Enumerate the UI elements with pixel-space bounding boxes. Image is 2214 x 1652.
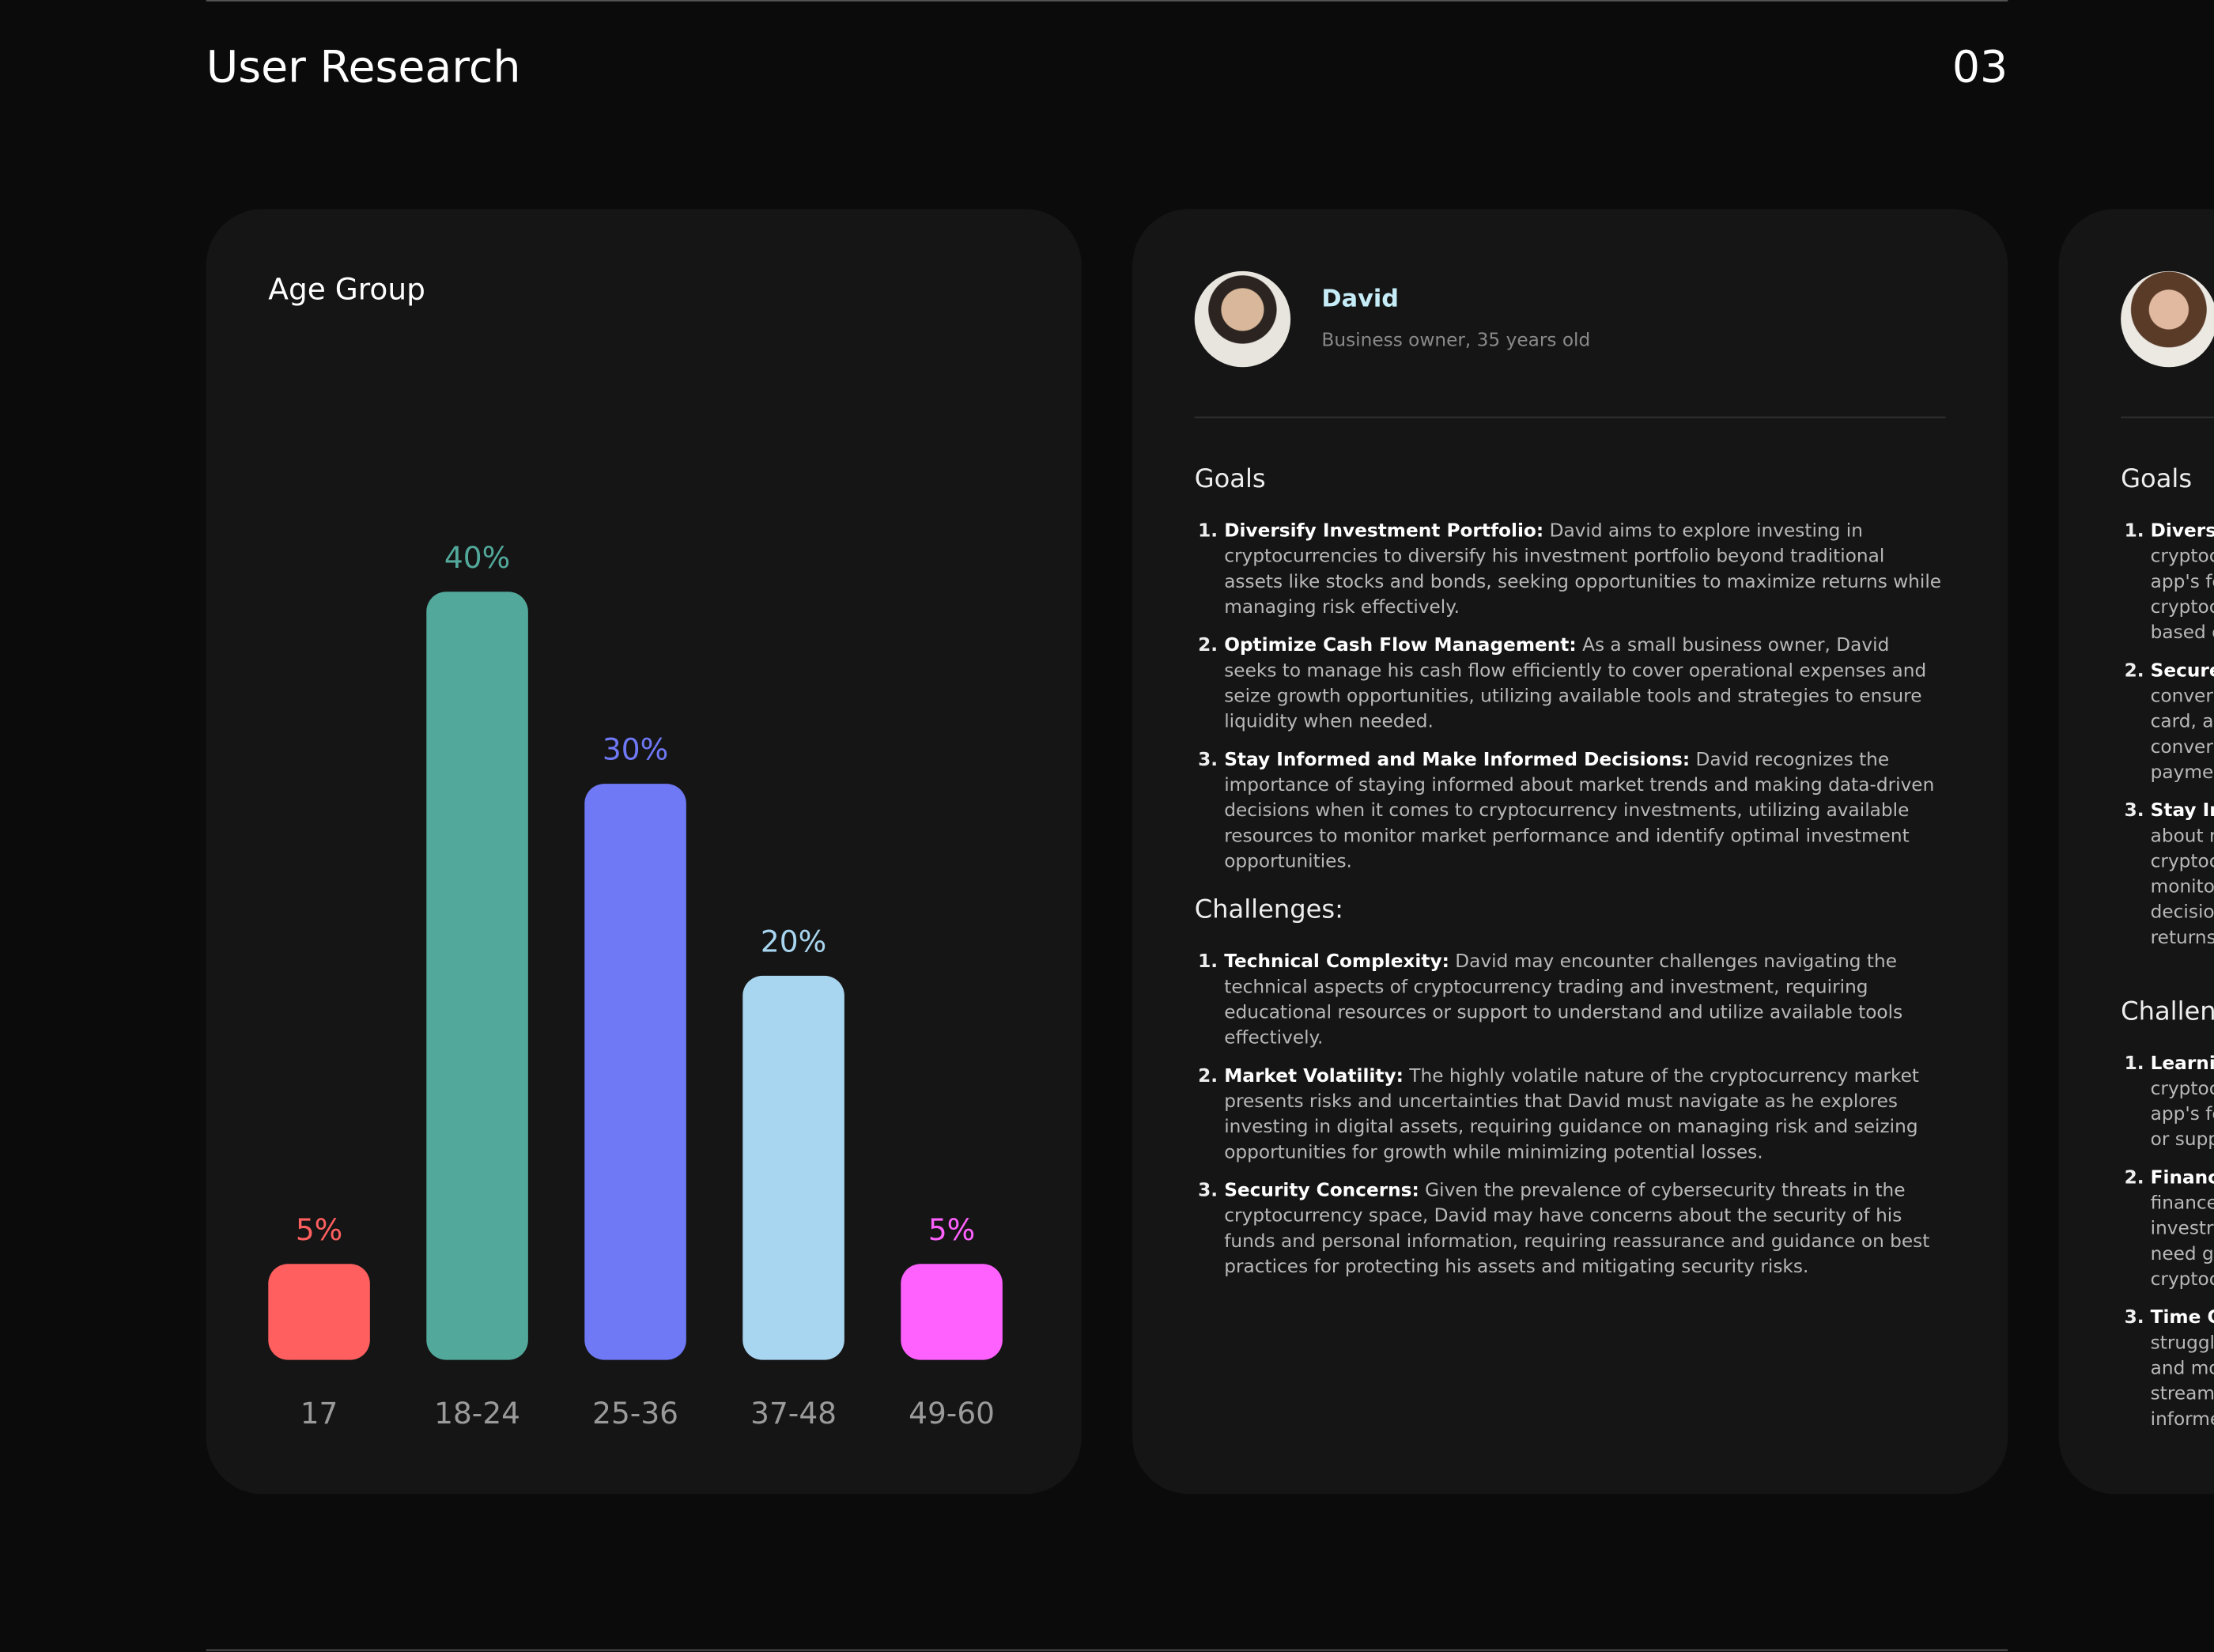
bottom-rule: [206, 1649, 2008, 1651]
item-line: cryptoc: [2150, 597, 2214, 619]
item-line: struggl: [2150, 1333, 2214, 1355]
item-line: cryptoc: [2150, 1079, 2214, 1101]
item-line: based c: [2150, 622, 2214, 645]
section-title: Goals: [2121, 464, 2193, 494]
item-line: decisio: [2150, 902, 2214, 924]
item-line: monito: [2150, 876, 2214, 898]
item-line: finance: [2150, 1193, 2214, 1215]
list-item: Financ finance investr need gu cryptoc: [2151, 1166, 2214, 1294]
list-item: Learnin cryptoc app's fe or supp: [2151, 1052, 2214, 1154]
value-label: 5%: [928, 1212, 975, 1247]
value-label: 5%: [296, 1212, 342, 1247]
item-title: Stay Informed and Make Informed Decision…: [1224, 750, 1691, 771]
item-line: informe: [2150, 1409, 2214, 1431]
item-line: app's fe: [2150, 1104, 2214, 1126]
item-line: card, al: [2150, 711, 2214, 733]
x-tick-label: 49-60: [909, 1396, 995, 1431]
list-item: Diversi cryptoc app's fe cryptoc based c: [2151, 520, 2214, 647]
item-line: Learnin: [2150, 1053, 2214, 1075]
item-text: The highly volatile nature of the crypto…: [1224, 1066, 1920, 1164]
persona-card: Goals Diversi cryptoc app's fe cryptoc based…: [2058, 209, 2214, 1495]
top-rule: [206, 0, 2008, 2]
bar: [901, 1264, 1003, 1360]
item-line: investr: [2150, 1219, 2214, 1240]
section-title: Goals: [1194, 464, 1266, 494]
item-line: or supp: [2150, 1129, 2214, 1151]
list-item: Time C struggl and mo stream informe: [2151, 1306, 2214, 1434]
item-text: David recognizes the importance of stayi…: [1224, 750, 1935, 873]
bar: [426, 592, 528, 1360]
goal-list: Diversify Investment Portfolio: David ai…: [1195, 520, 1948, 888]
item-line: Secure: [2150, 660, 2214, 682]
item-text: As a small business owner, David seeks t…: [1224, 635, 1927, 733]
avatar: [1194, 270, 1291, 368]
list-item: Diversify Investment Portfolio: David ai…: [1224, 520, 1947, 622]
divider: [1194, 416, 1946, 418]
section-title: Challenges:: [1194, 895, 1343, 925]
list-item: Security Concerns: Given the prevalence …: [1224, 1179, 1947, 1281]
x-tick-label: 17: [300, 1396, 338, 1431]
page-number: 03: [1951, 42, 2008, 93]
chart-title: Age Group: [268, 272, 425, 307]
persona-card: David Business owner, 35 years old Goals…: [1132, 209, 2008, 1495]
item-line: stream: [2150, 1383, 2214, 1405]
item-text: David aims to explore investing in crypt…: [1224, 520, 1942, 619]
item-line: Financ: [2150, 1167, 2214, 1189]
page-title: User Research: [206, 42, 521, 93]
item-text: David may encounter challenges navigatin…: [1224, 951, 1903, 1049]
bar: [742, 975, 844, 1360]
item-line: returns: [2150, 928, 2214, 949]
section-title: Challen: [2121, 996, 2214, 1027]
list-item: Stay In about r cryptoc monito decisio return…: [2151, 800, 2214, 952]
list-item: Optimize Cash Flow Management: As a smal…: [1224, 634, 1947, 736]
item-line: paymer: [2150, 762, 2214, 784]
item-line: Stay In: [2150, 800, 2214, 822]
value-label: 30%: [603, 732, 668, 767]
list-item: Technical Complexity: David may encounte…: [1224, 951, 1947, 1053]
item-title: Optimize Cash Flow Management:: [1224, 635, 1577, 657]
item-line: Diversi: [2150, 520, 2214, 542]
bar: [584, 784, 686, 1360]
item-line: conver: [2150, 737, 2213, 758]
list-item: Stay Informed and Make Informed Decision…: [1224, 748, 1947, 875]
avatar: [2121, 270, 2214, 368]
item-line: app's fe: [2150, 572, 2214, 593]
item-line: conver: [2150, 686, 2213, 708]
item-line: and mo: [2150, 1358, 2214, 1380]
item-title: Security Concerns:: [1224, 1180, 1419, 1202]
x-tick-label: 25-36: [592, 1396, 678, 1431]
divider: [2121, 416, 2214, 418]
x-tick-label: 18-24: [434, 1396, 520, 1431]
chart-card: Age Group 5% 17 40% 18-24 30% 25-36 20% 37-48 5%…: [206, 209, 1082, 1495]
item-line: Time C: [2150, 1307, 2214, 1329]
bar: [268, 1264, 370, 1360]
chart: 5% 17 40% 18-24 30% 25-36 20% 37-48 5% 49-60: [268, 540, 1003, 1431]
item-line: cryptoc: [2150, 851, 2214, 873]
item-line: need gu: [2150, 1244, 2214, 1265]
item-line: about r: [2150, 826, 2214, 848]
item-title: Market Volatility:: [1224, 1066, 1404, 1087]
item-title: Diversify Investment Portfolio:: [1224, 520, 1544, 542]
item-line: cryptoc: [2150, 1269, 2214, 1291]
item-line: cryptoc: [2150, 546, 2214, 568]
value-label: 20%: [761, 924, 826, 959]
list-item: Market Volatility: The highly volatile n…: [1224, 1064, 1947, 1166]
challenge-list: Technical Complexity: David may encounte…: [1195, 951, 1948, 1294]
persona-name: David: [1321, 285, 1400, 314]
challenge-list: Learnin cryptoc app's fe or supp Financ finan…: [2121, 1052, 2214, 1446]
item-text: Given the prevalence of cybersecurity th…: [1224, 1180, 1930, 1279]
value-label: 40%: [444, 540, 510, 575]
goal-list: Diversi cryptoc app's fe cryptoc based c Secu…: [2121, 520, 2214, 964]
item-title: Technical Complexity:: [1224, 951, 1449, 973]
list-item: Secure conver card, al conver paymer: [2151, 660, 2214, 787]
persona-subtitle: Business owner, 35 years old: [1321, 330, 1591, 352]
x-tick-label: 37-48: [750, 1396, 837, 1431]
